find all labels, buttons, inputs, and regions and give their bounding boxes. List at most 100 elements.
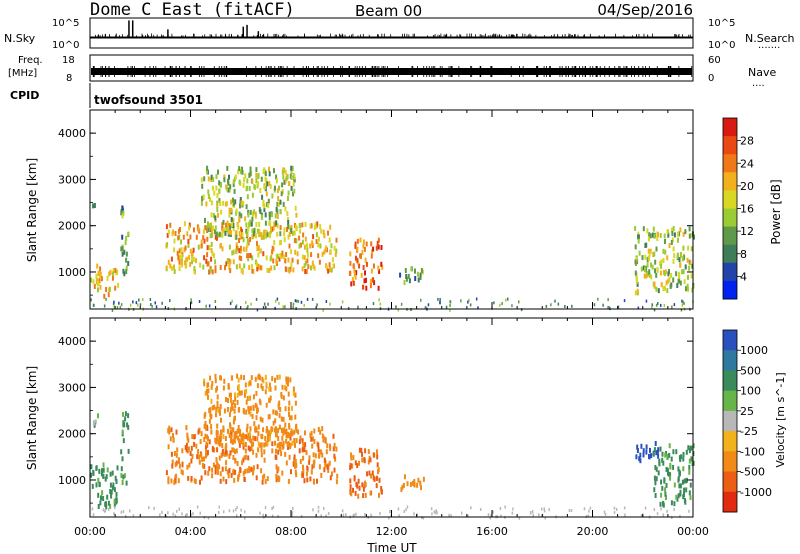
scatter-cell [105, 287, 108, 292]
scatter-cell [294, 442, 296, 448]
scatter-cell [683, 492, 685, 498]
ground-scatter-cell [487, 513, 490, 517]
scatter-cell [635, 256, 638, 262]
scatter-cell [213, 253, 215, 259]
ground-scatter-cell [159, 513, 161, 517]
scatter-cell [293, 188, 296, 194]
scatter-cell [216, 203, 219, 209]
nsky-left-tick-top: 10^5 [52, 18, 79, 29]
scatter-cell [290, 249, 293, 255]
scatter-cell [304, 269, 307, 274]
ground-scatter-cell [490, 513, 492, 517]
scatter-cell [206, 388, 208, 394]
scatter-cell [170, 451, 173, 457]
scatter-cell [282, 440, 285, 446]
scatter-cell [275, 426, 277, 432]
scatter-cell [245, 222, 248, 228]
scatter-cell [660, 479, 663, 485]
scatter-cell [332, 446, 335, 452]
scatter-cell [249, 411, 252, 417]
ground-scatter-cell [102, 508, 105, 512]
scatter-cell [210, 233, 213, 239]
scatter-cell [262, 169, 265, 174]
ground-scatter-cell [518, 516, 521, 520]
scatter-cell [260, 383, 263, 389]
scatter-cell [685, 487, 688, 493]
scatter-cell [302, 232, 305, 238]
scatter-cell [381, 264, 384, 270]
scatter-cell [262, 234, 264, 240]
scatter-cell [260, 232, 263, 237]
ground-scatter-cell [255, 297, 258, 301]
scatter-cell [220, 452, 223, 458]
scatter-cell [102, 462, 105, 468]
scatter-cell [299, 435, 302, 441]
scatter-cell [214, 225, 217, 231]
scatter-cell [246, 468, 249, 474]
scatter-cell [114, 497, 117, 503]
scatter-cell [261, 194, 264, 200]
scatter-cell [227, 187, 230, 193]
scatter-cell [189, 451, 192, 456]
scatter-cell [235, 264, 238, 270]
scatter-cell [107, 292, 110, 298]
ground-scatter-cell [297, 299, 300, 303]
scatter-cell [313, 265, 316, 271]
ground-scatter-cell [167, 511, 169, 515]
scatter-cell [232, 218, 235, 224]
scatter-cell [239, 197, 242, 202]
scatter-cell [207, 227, 210, 233]
scatter-cell [171, 463, 174, 469]
scatter-cell [252, 441, 254, 447]
ground-scatter-cell [681, 303, 683, 307]
scatter-cell [224, 230, 227, 236]
scatter-cell [648, 269, 651, 275]
scatter-cell [208, 418, 211, 424]
scatter-cell [177, 457, 180, 463]
scatter-cell [655, 466, 658, 472]
scatter-cell [299, 459, 302, 464]
scatter-cell [239, 245, 242, 251]
ground-scatter-cell [543, 509, 546, 513]
scatter-cell [420, 485, 422, 491]
scatter-cell [265, 255, 268, 261]
ground-scatter-cell [416, 513, 418, 517]
scatter-cell [249, 166, 252, 172]
ground-scatter-cell [445, 305, 448, 309]
ground-scatter-cell [235, 514, 238, 518]
ground-scatter-cell [139, 303, 142, 307]
scatter-cell [301, 266, 304, 272]
scatter-cell [216, 193, 219, 199]
scatter-cell [216, 461, 219, 467]
scatter-cell [232, 223, 235, 228]
scatter-cell [294, 249, 297, 255]
scatter-cell [292, 461, 295, 467]
ground-scatter-cell [246, 306, 248, 310]
scatter-cell [417, 477, 420, 483]
velocity-scatter-cells [90, 373, 695, 520]
scatter-cell [293, 177, 296, 183]
ground-scatter-cell [501, 302, 503, 306]
scatter-cell [203, 381, 206, 387]
scatter-cell [261, 479, 264, 485]
scatter-cell [172, 229, 175, 235]
ground-scatter-cell [660, 303, 662, 307]
scatter-cell [250, 375, 253, 381]
scatter-cell [236, 435, 239, 441]
scatter-cell [206, 165, 209, 171]
ground-scatter-cell [178, 507, 180, 511]
scatter-cell [300, 242, 302, 248]
scatter-cell [232, 439, 234, 445]
colorbar-tick-label: 16 [740, 203, 754, 216]
ground-scatter-cell [176, 509, 178, 513]
scatter-cell [227, 226, 230, 232]
scatter-cell [636, 448, 639, 453]
ground-scatter-cell [199, 511, 201, 515]
scatter-cell [283, 231, 286, 237]
ground-scatter-cell [325, 514, 327, 518]
scatter-cell [645, 444, 648, 450]
scatter-cell [323, 249, 326, 255]
scatter-cell [635, 279, 638, 284]
scatter-cell [265, 381, 268, 387]
scatter-cell [640, 443, 643, 449]
